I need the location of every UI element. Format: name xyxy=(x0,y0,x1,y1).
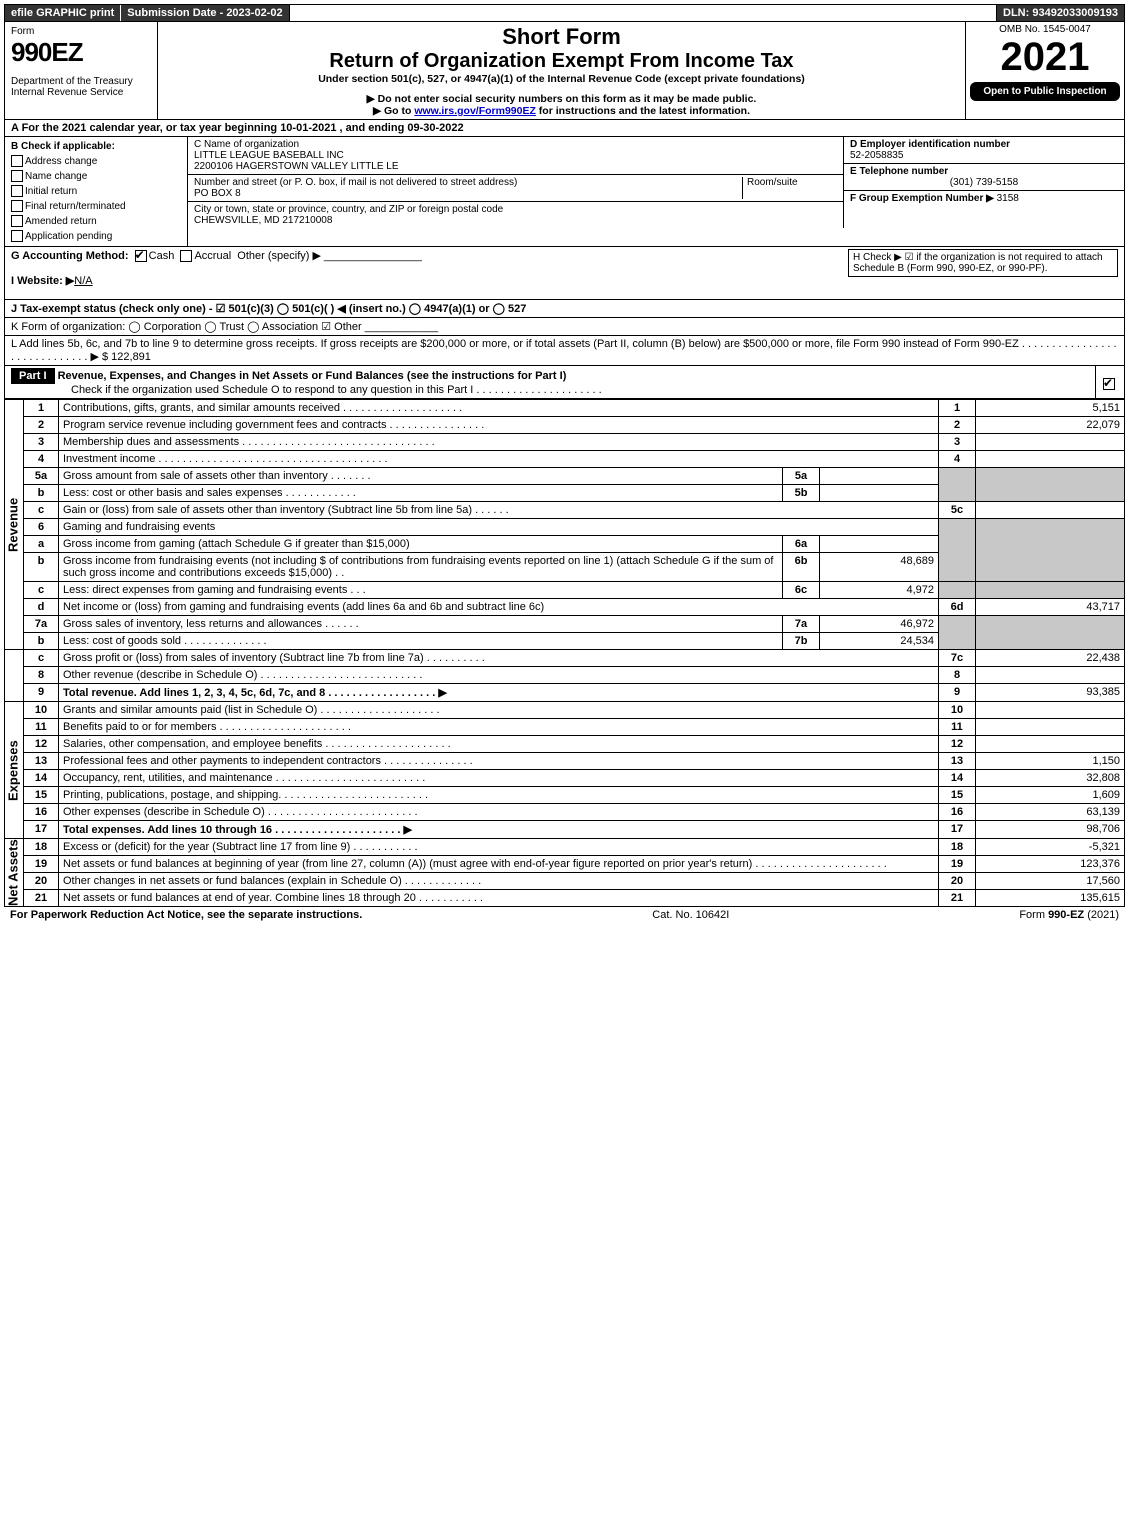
part-i-checkbox-cell xyxy=(1095,366,1124,398)
efile-print-button[interactable]: efile GRAPHIC print xyxy=(5,5,120,21)
col-d-e-f: D Employer identification number 52-2058… xyxy=(843,137,1124,228)
omb-number: OMB No. 1545-0047 xyxy=(970,24,1120,35)
val-6c: 4,972 xyxy=(820,582,939,599)
grey-block-6 xyxy=(939,519,976,582)
org-name-1: LITTLE LEAGUE BASEBALL INC xyxy=(194,150,344,161)
val-7c: 22,438 xyxy=(976,650,1125,667)
spacer xyxy=(289,5,997,21)
part-i-check-text: Check if the organization used Schedule … xyxy=(11,384,602,396)
cb-accrual[interactable] xyxy=(180,250,192,262)
org-address: PO BOX 8 xyxy=(194,188,241,199)
cb-initial-return[interactable] xyxy=(11,185,23,197)
page-footer: For Paperwork Reduction Act Notice, see … xyxy=(4,907,1125,923)
row-a-tax-year: A For the 2021 calendar year, or tax yea… xyxy=(4,120,1125,137)
g-accounting-and-h: G Accounting Method: Cash Accrual Other … xyxy=(4,247,1125,300)
form-number: 990EZ xyxy=(11,37,151,68)
section-b-through-f: B Check if applicable: Address change Na… xyxy=(4,137,1125,247)
c-city-row: City or town, state or province, country… xyxy=(188,202,843,228)
val-15: 1,609 xyxy=(976,787,1125,804)
cat-no: Cat. No. 10642I xyxy=(652,909,729,921)
val-18: -5,321 xyxy=(976,839,1125,856)
phone-value: (301) 739-5158 xyxy=(850,177,1118,188)
part-i-title: Revenue, Expenses, and Changes in Net As… xyxy=(58,370,567,382)
cb-amended-return[interactable] xyxy=(11,215,23,227)
val-6d: 43,717 xyxy=(976,599,1125,616)
gross-receipts-value: 122,891 xyxy=(111,351,151,363)
header-left: Form 990EZ Department of the Treasury In… xyxy=(5,22,158,119)
cb-address-change[interactable] xyxy=(11,155,23,167)
f-group-exemption: F Group Exemption Number ▶ 3158 xyxy=(844,191,1124,206)
part-i-label: Part I xyxy=(11,368,55,384)
val-20: 17,560 xyxy=(976,873,1125,890)
group-exemption-value: 3158 xyxy=(997,193,1019,204)
val-13: 1,150 xyxy=(976,753,1125,770)
top-bar: efile GRAPHIC print Submission Date - 20… xyxy=(4,4,1125,22)
cb-final-return[interactable] xyxy=(11,200,23,212)
under-section: Under section 501(c), 527, or 4947(a)(1)… xyxy=(164,73,959,85)
val-9: 93,385 xyxy=(976,684,1125,702)
grey-block-5 xyxy=(939,468,976,502)
val-1: 5,151 xyxy=(976,400,1125,417)
header-mid: Short Form Return of Organization Exempt… xyxy=(158,22,966,119)
expenses-vlabel: Expenses xyxy=(5,702,24,839)
j-tax-exempt: J Tax-exempt status (check only one) - ☑… xyxy=(4,300,1125,318)
submission-date: Submission Date - 2023-02-02 xyxy=(120,5,288,21)
c-name-row: C Name of organization LITTLE LEAGUE BAS… xyxy=(188,137,843,175)
l-gross-receipts: L Add lines 5b, 6c, and 7b to line 9 to … xyxy=(4,336,1125,366)
val-2: 22,079 xyxy=(976,417,1125,434)
val-19: 123,376 xyxy=(976,856,1125,873)
tax-year: 2021 xyxy=(970,35,1120,80)
i-website-label: I Website: ▶ xyxy=(11,275,74,287)
website-value: N/A xyxy=(74,275,92,287)
d-ein: D Employer identification number 52-2058… xyxy=(844,137,1124,164)
val-16: 63,139 xyxy=(976,804,1125,821)
header-right: OMB No. 1545-0047 2021 Open to Public In… xyxy=(966,22,1124,119)
val-17: 98,706 xyxy=(976,821,1125,839)
cb-name-change[interactable] xyxy=(11,170,23,182)
col-b-check-applicable: B Check if applicable: Address change Na… xyxy=(5,137,188,246)
val-7b: 24,534 xyxy=(820,633,939,650)
netassets-vlabel: Net Assets xyxy=(5,839,24,907)
ein-value: 52-2058835 xyxy=(850,150,903,161)
val-21: 135,615 xyxy=(976,890,1125,907)
dept-label: Department of the Treasury Internal Reve… xyxy=(11,76,151,98)
val-6b: 48,689 xyxy=(820,553,939,582)
open-to-public: Open to Public Inspection xyxy=(970,82,1120,101)
form-header: Form 990EZ Department of the Treasury In… xyxy=(4,22,1125,120)
b-label: B Check if applicable: xyxy=(11,141,115,152)
g-label: G Accounting Method: xyxy=(11,250,129,262)
cb-application-pending[interactable] xyxy=(11,230,23,242)
val-7a: 46,972 xyxy=(820,616,939,633)
form-ref: Form 990-EZ (2021) xyxy=(1019,909,1119,921)
c-street-row: Number and street (or P. O. box, if mail… xyxy=(188,175,843,202)
col-c-address-block: C Name of organization LITTLE LEAGUE BAS… xyxy=(188,137,1124,246)
paperwork-notice: For Paperwork Reduction Act Notice, see … xyxy=(10,909,362,921)
short-form-title: Short Form xyxy=(164,24,959,50)
do-not-ssn: ▶ Do not enter social security numbers o… xyxy=(164,93,959,105)
ln-1: 1 xyxy=(24,400,59,417)
h-schedule-b: H Check ▶ ☑ if the organization is not r… xyxy=(848,249,1118,277)
return-title: Return of Organization Exempt From Incom… xyxy=(164,50,959,73)
org-city: CHEWSVILLE, MD 217210008 xyxy=(194,215,332,226)
e-phone: E Telephone number (301) 739-5158 xyxy=(844,164,1124,191)
org-name-2: 2200106 HAGERSTOWN VALLEY LITTLE LE xyxy=(194,161,399,172)
dln: DLN: 93492033009193 xyxy=(997,5,1124,21)
part-i-header: Part I Revenue, Expenses, and Changes in… xyxy=(4,366,1125,399)
irs-link[interactable]: www.irs.gov/Form990EZ xyxy=(414,105,536,117)
cb-schedule-o[interactable] xyxy=(1103,378,1115,390)
revenue-vlabel: Revenue xyxy=(5,400,24,650)
room-suite-label: Room/suite xyxy=(747,177,798,188)
goto-line: ▶ Go to www.irs.gov/Form990EZ for instru… xyxy=(164,105,959,117)
k-form-of-org: K Form of organization: ◯ Corporation ◯ … xyxy=(4,318,1125,336)
val-14: 32,808 xyxy=(976,770,1125,787)
cb-cash[interactable] xyxy=(135,250,147,262)
form-label: Form xyxy=(11,26,151,37)
form-lines-table: Revenue 1 Contributions, gifts, grants, … xyxy=(4,399,1125,907)
